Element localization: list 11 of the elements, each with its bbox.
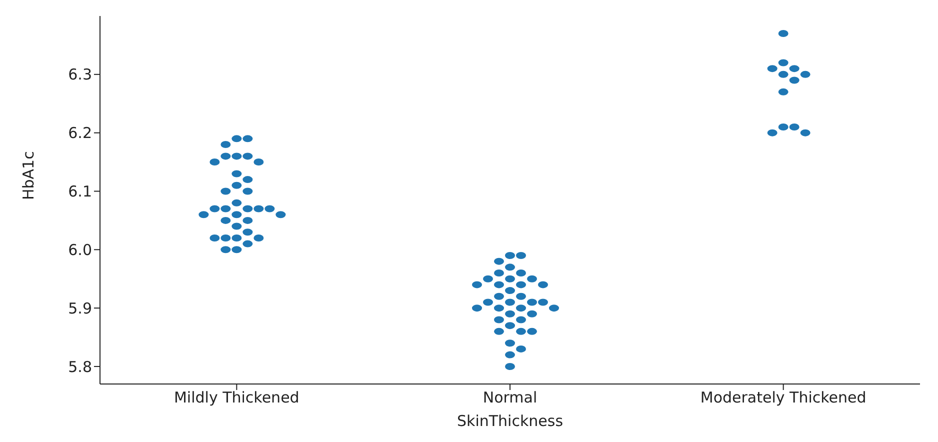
y-tick-label: 6.3 bbox=[68, 66, 92, 84]
y-tick-label: 5.8 bbox=[68, 358, 92, 376]
x-tick-label: Normal bbox=[482, 388, 538, 407]
y-tick-label: 6.1 bbox=[68, 182, 92, 201]
x-tick-label: Moderately Thickened bbox=[700, 388, 866, 407]
y-tick-label: 5.9 bbox=[68, 299, 92, 318]
y-tick-label: 6.2 bbox=[68, 124, 92, 142]
x-tick-label: Mildly Thickened bbox=[174, 388, 300, 407]
x-axis-title: SkinThickness bbox=[456, 412, 564, 430]
y-tick-label: 6.0 bbox=[68, 240, 92, 259]
y-axis-title: HbA1c bbox=[19, 151, 38, 200]
